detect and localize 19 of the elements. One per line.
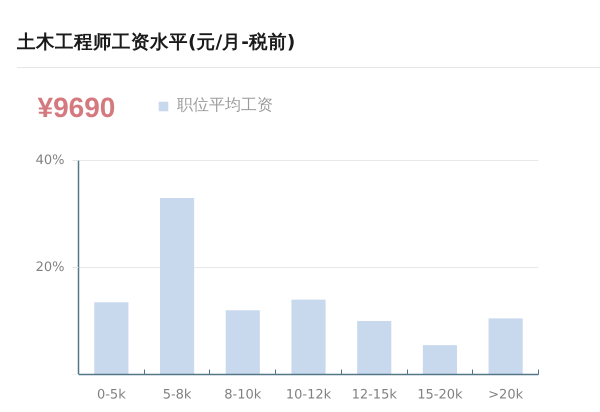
x-tick-label: 15-20k bbox=[417, 388, 464, 402]
bar bbox=[226, 310, 260, 374]
x-tick-label: 5-8k bbox=[162, 388, 192, 402]
y-tick-label: 40% bbox=[36, 153, 65, 168]
bar bbox=[291, 300, 326, 374]
x-tick-label: 12-15k bbox=[352, 388, 398, 402]
x-tick-label: 10-12k bbox=[286, 388, 332, 402]
x-tick-label: 8-10k bbox=[224, 388, 262, 402]
x-tick-label: >20k bbox=[488, 388, 524, 402]
x-tick-label: 0-5k bbox=[96, 388, 126, 402]
bar bbox=[160, 198, 194, 374]
bar bbox=[488, 318, 523, 374]
bar bbox=[94, 302, 128, 374]
y-tick-label: 20% bbox=[36, 260, 65, 275]
legend-label: 职位平均工资 bbox=[177, 95, 273, 116]
chart-title: 土木工程师工资水平(元/月-税前) bbox=[16, 31, 296, 55]
bar bbox=[422, 345, 458, 374]
bar bbox=[357, 321, 392, 374]
text: ¥9690 bbox=[38, 92, 116, 123]
